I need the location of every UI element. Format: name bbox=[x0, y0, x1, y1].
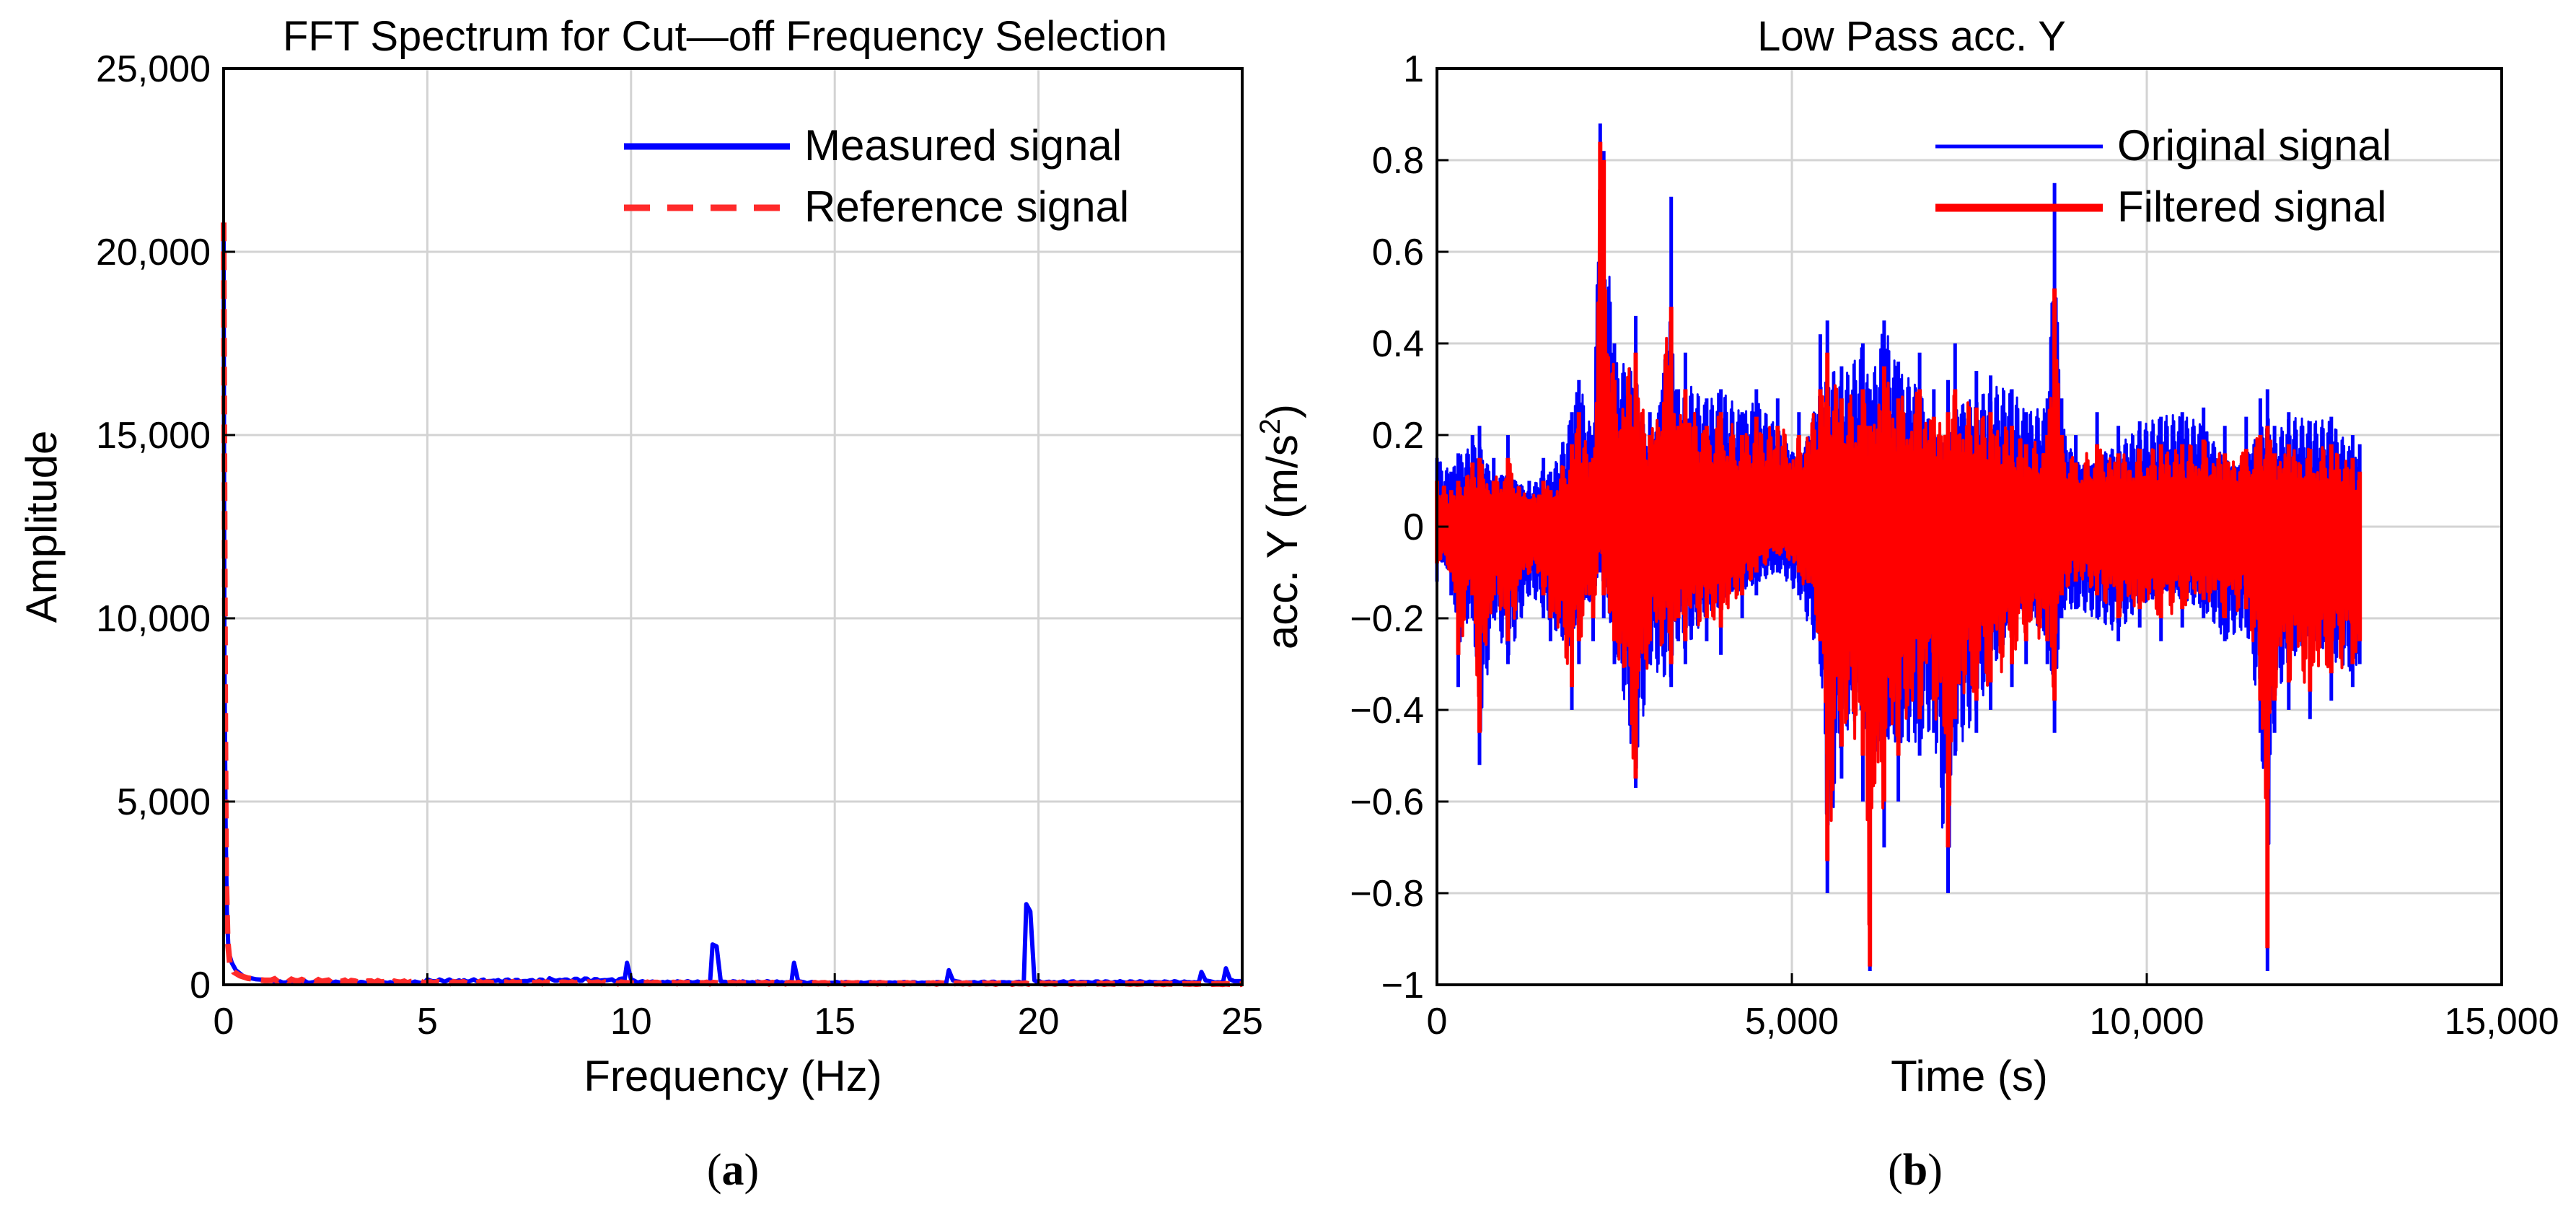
chart-b-title: Low Pass acc. Y bbox=[1757, 13, 2066, 60]
chart-b-y-tick-label: 0.8 bbox=[1372, 140, 1424, 182]
chart-a-y-tick-label: 0 bbox=[190, 965, 211, 1006]
panel-a-caption: (a) bbox=[707, 1146, 759, 1195]
chart-b-y-axis-label: acc. Y (m/s2) bbox=[1254, 404, 1306, 649]
chart-b-y-axis-label-tail: ) bbox=[1258, 404, 1306, 418]
chart-a-y-tick-label: 10,000 bbox=[96, 598, 211, 640]
low-pass-chart: Low Pass acc. Y 0 5,000 10,000 15,000 −1 −0.… bbox=[1254, 13, 2559, 1195]
panel-b-close-paren: ) bbox=[1927, 1146, 1943, 1195]
chart-b-y-tick-label: 0.6 bbox=[1372, 232, 1424, 273]
chart-b-y-tick-label: 0 bbox=[1403, 506, 1424, 548]
chart-a-gridlines bbox=[224, 69, 1242, 985]
chart-b-y-tick-label: −1 bbox=[1381, 965, 1424, 1006]
chart-a-y-tick-label: 5,000 bbox=[117, 781, 211, 823]
chart-a-x-tick-label: 5 bbox=[417, 1001, 438, 1043]
legend-original-label: Original signal bbox=[2117, 121, 2391, 170]
chart-a-y-tick-label: 20,000 bbox=[96, 232, 211, 273]
chart-b-y-tick-label: 0.4 bbox=[1372, 323, 1424, 365]
panel-a-close-paren: ) bbox=[744, 1146, 760, 1195]
chart-b-x-tick-label: 5,000 bbox=[1745, 1001, 1839, 1043]
chart-a-x-tick-label: 15 bbox=[814, 1001, 856, 1043]
chart-a-y-ticks: 0 5,000 10,000 15,000 20,000 25,000 bbox=[96, 48, 235, 1006]
chart-a-y-tick-label: 15,000 bbox=[96, 415, 211, 457]
chart-b-x-ticks: 0 5,000 10,000 15,000 bbox=[1427, 973, 2559, 1043]
panel-b-open-paren: ( bbox=[1888, 1146, 1903, 1195]
chart-b-y-tick-label: 0.2 bbox=[1372, 415, 1424, 457]
chart-b-y-tick-label: −0.4 bbox=[1350, 690, 1424, 732]
fft-spectrum-chart: FFT Spectrum for Cut—off Frequency Selec… bbox=[17, 13, 1263, 1195]
panel-a-letter: a bbox=[722, 1146, 744, 1195]
chart-b-y-tick-label: −0.6 bbox=[1350, 781, 1424, 823]
chart-b-legend: Original signal Filtered signal bbox=[1935, 121, 2391, 231]
chart-b-plot-area bbox=[1435, 123, 2362, 971]
chart-a-x-axis-label: Frequency (Hz) bbox=[584, 1052, 882, 1100]
chart-b-y-axis-label-main: acc. Y (m/s bbox=[1258, 434, 1306, 649]
panel-b-letter: b bbox=[1903, 1146, 1927, 1195]
legend-measured-label: Measured signal bbox=[804, 121, 1122, 170]
legend-filtered-label: Filtered signal bbox=[2117, 183, 2387, 231]
chart-a-y-tick-label: 25,000 bbox=[96, 48, 211, 90]
chart-a-title: FFT Spectrum for Cut—off Frequency Selec… bbox=[283, 13, 1167, 60]
chart-b-x-tick-label: 15,000 bbox=[2444, 1001, 2559, 1043]
chart-b-y-axis-label-sup: 2 bbox=[1254, 418, 1286, 434]
chart-a-legend: Measured signal Reference signal bbox=[624, 121, 1129, 231]
chart-b-y-tick-label: 1 bbox=[1403, 48, 1424, 90]
chart-a-axes-box bbox=[222, 67, 1244, 986]
chart-b-y-tick-label: −0.8 bbox=[1350, 873, 1424, 915]
chart-b-y-tick-label: −0.2 bbox=[1350, 598, 1424, 640]
chart-a-x-ticks: 0 5 10 15 20 25 bbox=[214, 973, 1263, 1043]
chart-a-y-axis-label: Amplitude bbox=[17, 431, 66, 623]
chart-b-x-tick-label: 10,000 bbox=[2089, 1001, 2204, 1043]
chart-a-x-tick-label: 25 bbox=[1221, 1001, 1263, 1043]
legend-reference-label: Reference signal bbox=[804, 183, 1129, 231]
chart-b-y-ticks: −1 −0.8 −0.6 −0.4 −0.2 0 0.2 0.4 0.6 0.8 1 bbox=[1350, 48, 1449, 1006]
chart-a-x-tick-label: 0 bbox=[214, 1001, 234, 1043]
panel-a-open-paren: ( bbox=[707, 1146, 722, 1195]
chart-b-x-tick-label: 0 bbox=[1427, 1001, 1448, 1043]
chart-b-x-axis-label: Time (s) bbox=[1891, 1052, 2048, 1100]
chart-a-x-tick-label: 20 bbox=[1018, 1001, 1060, 1043]
panel-b-caption: (b) bbox=[1888, 1146, 1943, 1195]
chart-a-x-tick-label: 10 bbox=[610, 1001, 652, 1043]
